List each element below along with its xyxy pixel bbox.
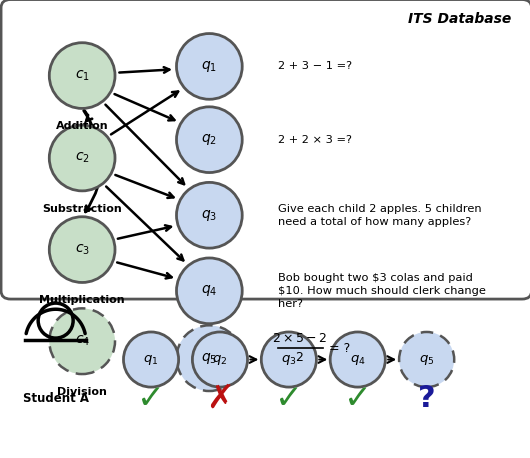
- Text: Substraction: Substraction: [42, 204, 122, 214]
- Text: $c_{3}$: $c_{3}$: [75, 242, 90, 257]
- Text: $c_{1}$: $c_{1}$: [75, 68, 90, 83]
- Ellipse shape: [49, 43, 115, 109]
- Text: Division: Division: [57, 387, 107, 397]
- Text: $q_{3}$: $q_{3}$: [281, 353, 297, 366]
- Text: ?: ?: [418, 384, 436, 413]
- Text: $q_{5}$: $q_{5}$: [201, 351, 217, 365]
- Text: $2$: $2$: [295, 351, 304, 364]
- Text: Give each child 2 apples. 5 children
need a total of how many apples?: Give each child 2 apples. 5 children nee…: [278, 204, 482, 227]
- Text: = ?: = ?: [329, 342, 350, 354]
- Text: $q_{4}$: $q_{4}$: [350, 353, 366, 366]
- Text: ✓: ✓: [275, 382, 303, 415]
- Text: ✗: ✗: [206, 382, 234, 415]
- Text: ✓: ✓: [137, 382, 165, 415]
- Text: $q_{3}$: $q_{3}$: [201, 208, 217, 223]
- Ellipse shape: [176, 33, 242, 99]
- Ellipse shape: [49, 217, 115, 283]
- Text: 2 + 3 − 1 =?: 2 + 3 − 1 =?: [278, 61, 352, 71]
- Ellipse shape: [49, 125, 115, 191]
- Text: Addition: Addition: [56, 121, 109, 131]
- Ellipse shape: [176, 258, 242, 324]
- Ellipse shape: [330, 332, 385, 387]
- Text: $q_{2}$: $q_{2}$: [201, 132, 217, 147]
- Ellipse shape: [261, 332, 316, 387]
- Ellipse shape: [49, 308, 115, 374]
- Text: ✓: ✓: [344, 382, 372, 415]
- Text: $q_{1}$: $q_{1}$: [201, 59, 217, 74]
- Text: $q_{2}$: $q_{2}$: [213, 353, 227, 366]
- Text: 2 + 2 × 3 =?: 2 + 2 × 3 =?: [278, 135, 352, 145]
- Ellipse shape: [176, 182, 242, 248]
- Text: $q_{4}$: $q_{4}$: [201, 284, 217, 298]
- Text: $q_{5}$: $q_{5}$: [419, 353, 435, 366]
- Text: $c_{4}$: $c_{4}$: [75, 334, 90, 349]
- Text: Bob bought two $3 colas and paid
$10. How much should clerk change
her?: Bob bought two $3 colas and paid $10. Ho…: [278, 273, 486, 309]
- Ellipse shape: [192, 332, 248, 387]
- Ellipse shape: [176, 107, 242, 173]
- Ellipse shape: [399, 332, 454, 387]
- Text: Student A: Student A: [23, 392, 89, 404]
- Ellipse shape: [123, 332, 179, 387]
- Text: $c_{2}$: $c_{2}$: [75, 151, 90, 165]
- FancyBboxPatch shape: [1, 0, 530, 299]
- Text: $2 \times 5 - 2$: $2 \times 5 - 2$: [272, 333, 327, 345]
- Text: ITS Database: ITS Database: [408, 12, 511, 27]
- Text: $q_{1}$: $q_{1}$: [143, 353, 159, 366]
- Text: Multiplication: Multiplication: [39, 295, 125, 305]
- Ellipse shape: [176, 325, 242, 391]
